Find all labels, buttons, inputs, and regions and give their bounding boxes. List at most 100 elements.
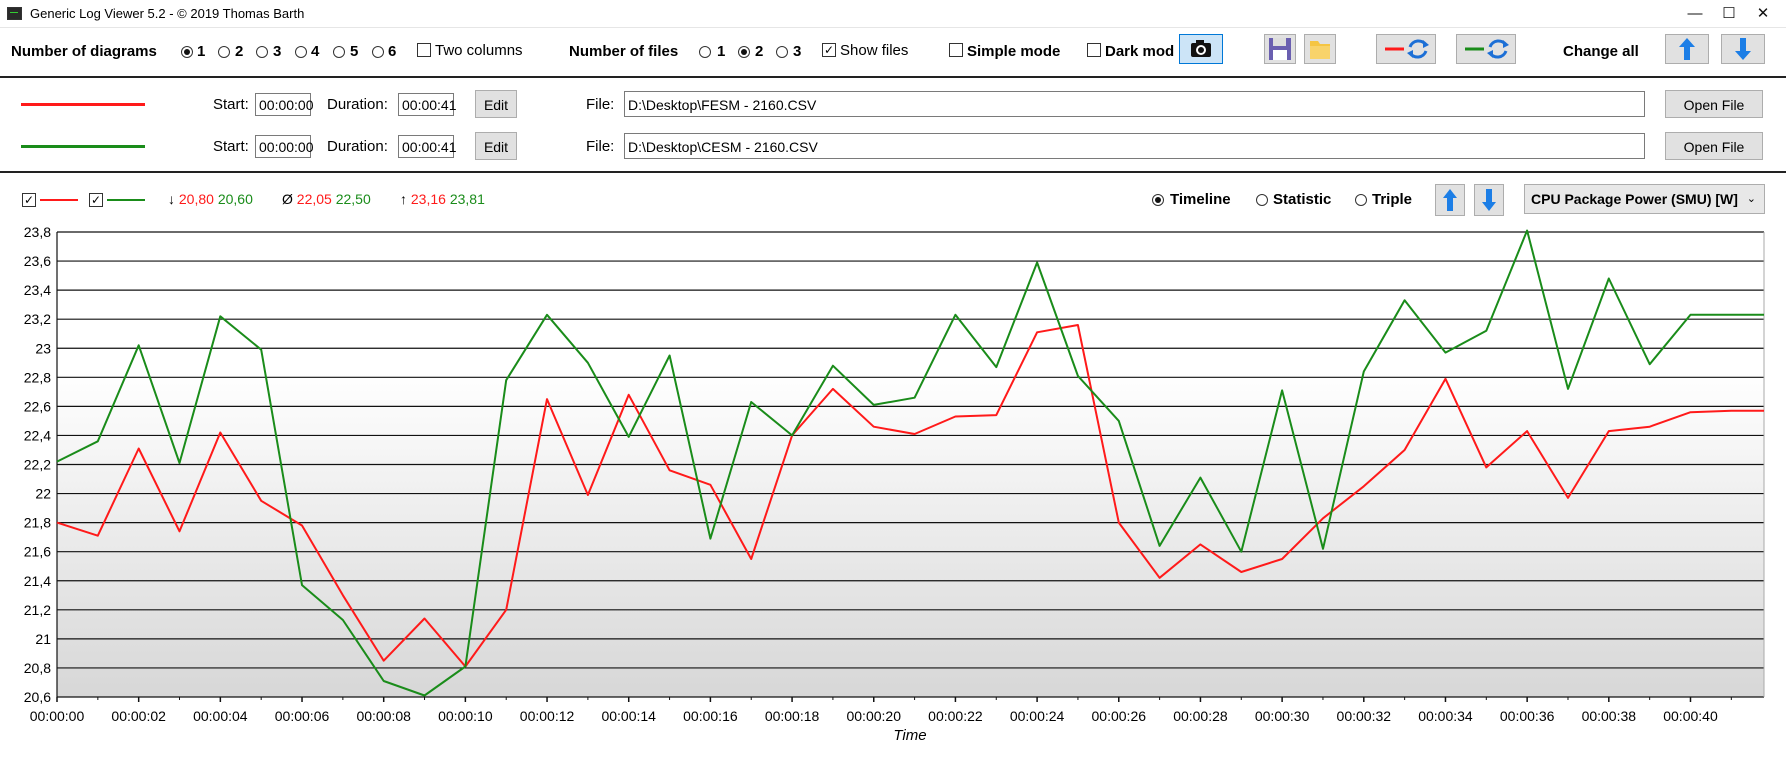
x-tick-label: 00:00:06 — [275, 708, 330, 724]
open-file-button-2[interactable]: Open File — [1665, 132, 1763, 160]
files-panel: Start: 00:00:00 Duration: 00:00:41 Edit … — [0, 78, 1786, 173]
y-tick-label: 22,6 — [24, 398, 51, 414]
swap-green-button[interactable] — [1456, 34, 1516, 64]
min-green-value: 20,60 — [217, 191, 253, 207]
edit-button-2[interactable]: Edit — [475, 132, 517, 160]
show-files-checkbox[interactable]: ✓ — [822, 43, 836, 57]
start-input-1[interactable]: 00:00:00 — [255, 93, 314, 116]
simple-mode-label: Simple mode — [967, 43, 1061, 60]
green-series-checkbox[interactable]: ✓ — [89, 193, 103, 207]
statistic-radio[interactable] — [1256, 194, 1268, 206]
start-input-2[interactable]: 00:00:00 — [255, 135, 314, 158]
x-tick-label: 00:00:28 — [1173, 708, 1228, 724]
two-columns-checkbox[interactable] — [417, 43, 431, 57]
files-radio-1[interactable] — [699, 46, 711, 58]
file-label-1: File: — [586, 96, 615, 113]
y-tick-label: 22 — [35, 486, 51, 502]
x-tick-label: 00:00:10 — [438, 708, 493, 724]
timeline-radio[interactable] — [1152, 194, 1164, 206]
files-radio-2[interactable] — [738, 46, 750, 58]
save-button[interactable] — [1264, 34, 1296, 64]
app-icon — [7, 7, 22, 20]
avg-stat: Ø 22,05 22,50 — [282, 191, 371, 207]
duration-input-1[interactable]: 00:00:41 — [398, 93, 457, 116]
max-red-value: 23,16 — [410, 191, 446, 207]
files-radio-3[interactable] — [776, 46, 788, 58]
file-path-input-2[interactable]: D:\Desktop\CESM - 2160.CSV — [624, 133, 1645, 159]
simple-mode-checkbox[interactable] — [949, 43, 963, 57]
arrow-down-icon — [1735, 38, 1751, 60]
x-tick-label: 00:00:24 — [1010, 708, 1065, 724]
statistic-label: Statistic — [1273, 191, 1332, 208]
x-tick-label: 00:00:08 — [356, 708, 411, 724]
y-tick-label: 21,4 — [24, 573, 51, 589]
dark-mode-checkbox[interactable] — [1087, 43, 1101, 57]
title-bar: Generic Log Viewer 5.2 - © 2019 Thomas B… — [0, 0, 1786, 28]
x-tick-label: 00:00:36 — [1500, 708, 1555, 724]
diagram-radio-3[interactable] — [256, 46, 268, 58]
diagram-radio-1[interactable] — [181, 46, 193, 58]
y-tick-label: 20,8 — [24, 660, 51, 676]
minimize-button[interactable]: — — [1687, 5, 1703, 22]
duration-input-2[interactable]: 00:00:41 — [398, 135, 457, 158]
num-diagrams-label: Number of diagrams — [11, 43, 157, 60]
min-red-value: 20,80 — [178, 191, 214, 207]
diagram-radio-4[interactable] — [295, 46, 307, 58]
diagram-radio-6[interactable] — [372, 46, 384, 58]
swap-red-button[interactable] — [1376, 34, 1436, 64]
edit-button-1[interactable]: Edit — [475, 90, 517, 118]
move-down-all-button[interactable] — [1721, 34, 1765, 64]
close-button[interactable]: ✕ — [1756, 5, 1770, 22]
start-label-1: Start: — [213, 96, 249, 113]
start-label-2: Start: — [213, 138, 249, 155]
diagram-radio-2[interactable] — [218, 46, 230, 58]
diagram-radio-5[interactable] — [333, 46, 345, 58]
sensor-select[interactable]: CPU Package Power (SMU) [W] ⌄ — [1524, 184, 1765, 214]
refresh-icon — [1487, 39, 1509, 59]
two-columns-label: Two columns — [435, 42, 523, 59]
open-file-button-1[interactable]: Open File — [1665, 90, 1763, 118]
y-tick-label: 20,6 — [24, 689, 51, 705]
green-series-swatch — [21, 145, 145, 148]
file-path-input-1[interactable]: D:\Desktop\FESM - 2160.CSV — [624, 91, 1645, 117]
avg-green-value: 22,50 — [335, 191, 371, 207]
min-stat: ↓ 20,80 20,60 — [168, 191, 253, 207]
diagram-option-2: 2 — [235, 43, 244, 60]
show-files-label: Show files — [840, 42, 909, 59]
triple-label: Triple — [1372, 191, 1413, 208]
move-up-all-button[interactable] — [1665, 34, 1709, 64]
y-tick-label: 22,2 — [24, 457, 51, 473]
num-files-label: Number of files — [569, 43, 679, 60]
arrow-up-icon — [1443, 189, 1457, 211]
files-option-2: 2 — [755, 43, 764, 60]
red-series-swatch — [21, 103, 145, 106]
chevron-down-icon: ⌄ — [1746, 193, 1756, 205]
x-axis-label: Time — [893, 727, 926, 744]
dark-mode-label: Dark mod — [1105, 43, 1175, 60]
triple-radio[interactable] — [1355, 194, 1367, 206]
diagram-option-4: 4 — [311, 43, 320, 60]
toolbar: Number of diagrams 1 2 3 4 5 6 Two colum… — [0, 28, 1786, 78]
screenshot-button[interactable] — [1179, 34, 1223, 64]
min-symbol: ↓ — [168, 191, 175, 207]
diagram-option-5: 5 — [350, 43, 359, 60]
arrow-up-icon — [1679, 38, 1695, 60]
x-tick-label: 00:00:40 — [1663, 708, 1718, 724]
red-series-line — [56, 324, 1764, 668]
diagram-down-button[interactable] — [1474, 184, 1504, 216]
floppy-disk-icon — [1269, 38, 1291, 60]
diagram-up-button[interactable] — [1435, 184, 1465, 216]
open-folder-button[interactable] — [1304, 34, 1336, 64]
x-tick-label: 00:00:20 — [846, 708, 901, 724]
y-tick-label: 23 — [35, 340, 51, 356]
y-tick-label: 23,6 — [24, 253, 51, 269]
x-tick-label: 00:00:04 — [193, 708, 248, 724]
files-option-3: 3 — [793, 43, 802, 60]
y-tick-label: 22,4 — [24, 427, 51, 443]
arrow-down-icon — [1482, 189, 1496, 211]
x-tick-label: 00:00:16 — [683, 708, 738, 724]
maximize-button[interactable]: ☐ — [1722, 5, 1736, 22]
red-series-checkbox[interactable]: ✓ — [22, 193, 36, 207]
diagram-option-3: 3 — [273, 43, 282, 60]
x-tick-label: 00:00:02 — [111, 708, 166, 724]
